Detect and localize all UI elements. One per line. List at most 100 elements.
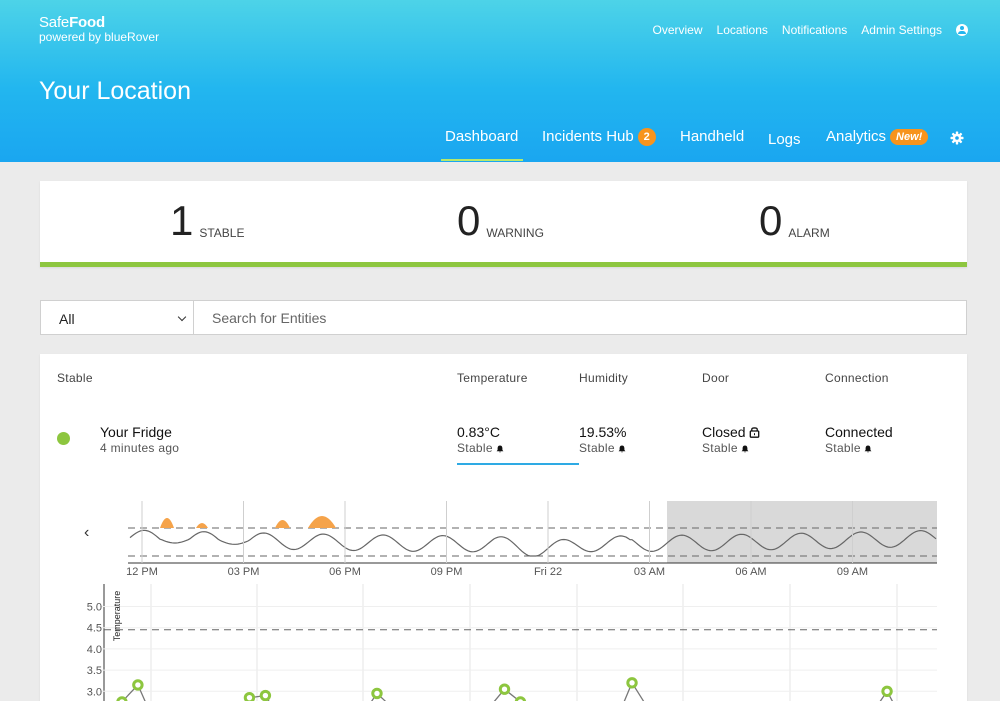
overview-tick-label: 09 PM (431, 566, 463, 578)
connection-status: Stable (825, 441, 893, 455)
page-title: Your Location (39, 77, 191, 105)
entity-panel: Stable Temperature Humidity Door Connect… (40, 354, 967, 701)
bell-icon (496, 445, 504, 453)
nav-overview[interactable]: Overview (652, 23, 703, 37)
entity-last-update: 4 minutes ago (100, 441, 180, 455)
chart-back-button[interactable]: ‹ (84, 524, 90, 541)
entity-name[interactable]: Your Fridge (100, 424, 172, 440)
chevron-down-icon (177, 312, 187, 322)
new-badge: New! (890, 129, 929, 145)
brand-logo[interactable]: SafeFood powered by blueRover (39, 15, 159, 43)
temperature-value: 0.83°C (457, 424, 500, 440)
tab-logs[interactable]: Logs (768, 131, 801, 148)
temperature-detail-chart[interactable]: 5.04.54.03.53.02.5 Temperature (40, 584, 967, 701)
over-threshold-area (275, 520, 290, 528)
over-threshold-area (308, 516, 336, 528)
detail-y-axis-label: Temperature (112, 591, 122, 642)
brand-name: SafeFood (39, 15, 159, 30)
overview-tick-label: Fri 22 (534, 566, 562, 578)
temperature-data-point (626, 677, 638, 689)
lock-icon (749, 427, 759, 438)
overview-tick-label: 06 PM (329, 566, 361, 578)
over-threshold-area (160, 518, 174, 528)
overview-tick-label: 03 AM (634, 566, 665, 578)
over-threshold-areas (160, 516, 336, 528)
detail-y-tick-label: 3.5 (87, 665, 102, 677)
overview-tick-label: 06 AM (735, 566, 766, 578)
tab-incidents-hub[interactable]: Incidents Hub 2 (542, 128, 656, 146)
connection-value: Connected (825, 424, 893, 440)
temperature-data-point (132, 679, 144, 691)
filter-bar: All (40, 300, 967, 335)
gear-icon[interactable] (950, 131, 964, 145)
detail-y-tick-label: 3.0 (87, 686, 102, 698)
selected-time-range[interactable] (667, 501, 937, 563)
warning-count[interactable]: 0 WARNING (457, 199, 544, 243)
tab-bar: Dashboard Incidents Hub 2 Handheld Logs A… (0, 120, 1000, 162)
status-indicator-dot (57, 432, 70, 445)
temperature-cell[interactable]: 0.83°C Stable (457, 424, 504, 455)
door-value: Closed (702, 424, 760, 440)
humidity-cell[interactable]: 19.53% Stable (579, 424, 626, 455)
user-account-icon[interactable] (956, 24, 968, 36)
door-status-text: Stable (702, 441, 738, 455)
overview-tick-label: 09 AM (837, 566, 868, 578)
column-door: Door (702, 371, 730, 385)
door-status: Stable (702, 441, 760, 455)
over-threshold-area (196, 523, 208, 528)
stable-count-number: 1 (170, 197, 194, 244)
humidity-status-text: Stable (579, 441, 615, 455)
selected-metric-indicator (457, 463, 579, 465)
temperature-status-text: Stable (457, 441, 493, 455)
entity-search-input[interactable] (194, 300, 967, 335)
top-nav: Overview Locations Notifications Admin S… (639, 23, 968, 37)
humidity-status: Stable (579, 441, 626, 455)
bell-icon (864, 445, 872, 453)
overview-tick-label: 03 PM (228, 566, 260, 578)
stable-count-label: STABLE (199, 226, 245, 240)
bell-icon (618, 445, 626, 453)
temperature-data-point (371, 687, 383, 700)
alarm-count[interactable]: 0 ALARM (759, 199, 830, 243)
detail-gridlines (150, 584, 898, 701)
temperature-data-point (243, 691, 256, 701)
temperature-data-point (881, 685, 893, 698)
humidity-value: 19.53% (579, 424, 627, 440)
app-header: SafeFood powered by blueRover Overview L… (0, 0, 1000, 162)
detail-y-tick-label: 4.5 (87, 623, 102, 635)
connection-status-text: Stable (825, 441, 861, 455)
door-cell[interactable]: Closed Stable (702, 424, 760, 455)
status-filter-value: All (59, 311, 75, 327)
overview-chart[interactable]: 12 PM 03 PM 06 PM 09 PM Fri 22 03 AM 06 AM 09 A… (40, 494, 967, 584)
tab-handheld[interactable]: Handheld (680, 128, 745, 145)
detail-y-tick-label: 5.0 (87, 601, 102, 613)
brand-prefix: Safe (39, 14, 70, 31)
connection-cell[interactable]: Connected Stable (825, 424, 893, 455)
status-summary-card: 1 STABLE 0 WARNING 0 ALARM (40, 181, 967, 267)
incidents-count-badge: 2 (637, 128, 656, 146)
temperature-data-point (259, 689, 272, 701)
temperature-data-point (498, 683, 511, 695)
column-connection: Connection (825, 371, 889, 385)
bell-icon (741, 445, 749, 453)
alarm-count-label: ALARM (788, 226, 830, 240)
nav-notifications[interactable]: Notifications (781, 23, 848, 37)
nav-locations[interactable]: Locations (716, 23, 768, 37)
tab-analytics[interactable]: Analytics New! (826, 128, 929, 145)
warning-count-label: WARNING (486, 226, 544, 240)
temperature-data-point (514, 696, 527, 701)
tab-dashboard[interactable]: Dashboard (440, 128, 524, 161)
brand-subtitle: powered by blueRover (39, 30, 160, 44)
nav-admin-settings[interactable]: Admin Settings (861, 23, 942, 37)
temperature-data-point (116, 696, 128, 701)
overview-x-ticks: 12 PM 03 PM 06 PM 09 PM Fri 22 03 AM 06 AM 09 A… (126, 501, 868, 578)
temperature-status: Stable (457, 441, 504, 455)
overview-tick-label: 12 PM (126, 566, 158, 578)
status-filter-select[interactable]: All (40, 300, 194, 335)
detail-y-tick-label: 4.0 (87, 644, 102, 656)
group-label: Stable (57, 371, 93, 385)
stable-count[interactable]: 1 STABLE (170, 199, 245, 243)
overview-series-line (129, 529, 937, 557)
column-temperature: Temperature (457, 371, 528, 385)
door-value-text: Closed (702, 424, 746, 440)
